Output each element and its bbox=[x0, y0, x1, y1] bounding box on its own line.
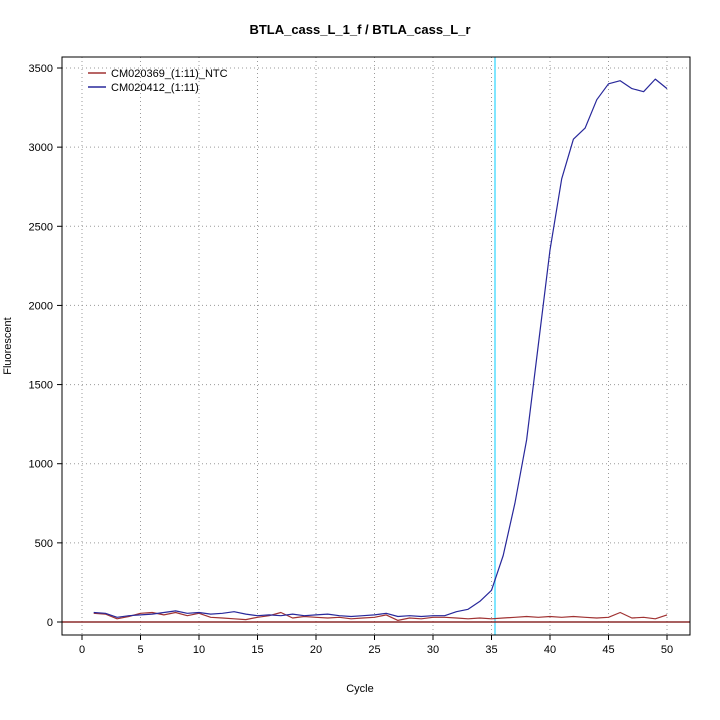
series-line-CM020412_(1:11) bbox=[93, 78, 668, 618]
x-tick-label: 0 bbox=[79, 644, 85, 656]
y-tick-label: 0 bbox=[47, 617, 53, 629]
x-tick-label: 50 bbox=[661, 644, 673, 656]
y-tick-label: 2000 bbox=[29, 300, 53, 312]
plot-border bbox=[61, 56, 691, 636]
x-tick-label: 5 bbox=[137, 644, 143, 656]
y-tick-label: 3000 bbox=[29, 142, 53, 154]
series-line-CM020369_(1:11)_NTC bbox=[93, 611, 668, 622]
x-tick-label: 35 bbox=[485, 644, 497, 656]
legend-label: CM020412_(1:11) bbox=[111, 82, 199, 94]
x-axis-label: Cycle bbox=[346, 683, 374, 695]
y-tick-label: 500 bbox=[35, 538, 53, 550]
y-tick-label: 1500 bbox=[29, 380, 53, 392]
x-tick-label: 10 bbox=[193, 644, 205, 656]
y-tick-label: 3500 bbox=[29, 63, 53, 75]
y-tick-label: 1000 bbox=[29, 459, 53, 471]
x-tick-label: 30 bbox=[427, 644, 439, 656]
chart-title: BTLA_cass_L_1_f / BTLA_cass_L_r bbox=[249, 22, 471, 37]
x-tick-label: 40 bbox=[544, 644, 556, 656]
x-tick-label: 45 bbox=[602, 644, 614, 656]
legend-label: CM020369_(1:11)_NTC bbox=[111, 68, 228, 80]
y-tick-label: 2500 bbox=[29, 221, 53, 233]
x-tick-label: 15 bbox=[251, 644, 263, 656]
x-tick-label: 20 bbox=[310, 644, 322, 656]
x-tick-label: 25 bbox=[368, 644, 380, 656]
